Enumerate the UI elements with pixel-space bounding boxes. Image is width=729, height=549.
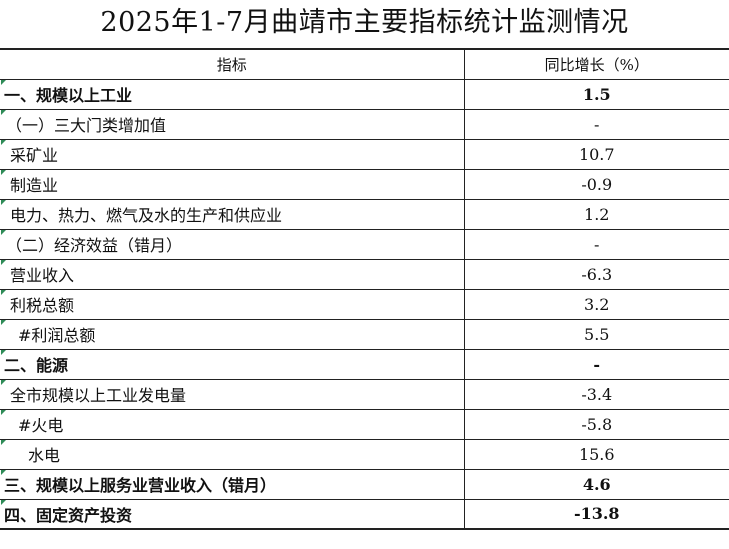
table-row: 制造业 -0.9 <box>0 168 729 200</box>
growth-value: -6.3 <box>464 258 729 290</box>
indicator-name: 一、规模以上工业 <box>0 78 465 110</box>
indicator-name: 采矿业 <box>0 138 465 170</box>
table-row: 水电 15.6 <box>0 438 729 470</box>
page-title: 2025年1-7月曲靖市主要指标统计监测情况 <box>100 7 629 38</box>
growth-value: -13.8 <box>464 498 729 530</box>
growth-value: - <box>464 348 729 380</box>
table-row: 三、规模以上服务业营业收入（错月） 4.6 <box>0 468 729 500</box>
column-header-indicator: 指标 <box>0 48 465 80</box>
growth-value: 4.6 <box>464 468 729 500</box>
indicator-name: 三、规模以上服务业营业收入（错月） <box>0 468 465 500</box>
cell-marker <box>1 110 6 115</box>
cell-marker <box>1 380 6 385</box>
cell-marker <box>1 320 6 325</box>
cell-marker <box>1 80 6 85</box>
growth-value: 1.2 <box>464 198 729 230</box>
column-header-growth: 同比增长（%） <box>464 48 729 80</box>
table-header-row: 指标 同比增长（%） <box>0 48 729 80</box>
indicator-table: 指标 同比增长（%） 一、规模以上工业 1.5 （一）三大门类增加值 - 采矿业 10.7… <box>0 48 729 530</box>
table-row: #利润总额 5.5 <box>0 318 729 350</box>
table-row: 电力、热力、燃气及水的生产和供应业 1.2 <box>0 198 729 230</box>
cell-marker <box>1 500 6 505</box>
cell-marker <box>1 140 6 145</box>
growth-value: 10.7 <box>464 138 729 170</box>
table-row: #火电 -5.8 <box>0 408 729 440</box>
cell-marker <box>1 350 6 355</box>
indicator-name: 利税总额 <box>0 288 465 320</box>
growth-value: -3.4 <box>464 378 729 410</box>
growth-value: 15.6 <box>464 438 729 470</box>
cell-marker <box>1 440 6 445</box>
indicator-name: 水电 <box>0 438 465 470</box>
growth-value: 1.5 <box>464 78 729 110</box>
table-row: 利税总额 3.2 <box>0 288 729 320</box>
cell-marker <box>1 230 6 235</box>
cell-marker <box>1 410 6 415</box>
indicator-name: （一）三大门类增加值 <box>0 108 465 140</box>
indicator-name: 制造业 <box>0 168 465 200</box>
indicator-name: 四、固定资产投资 <box>0 498 465 530</box>
indicator-name: 营业收入 <box>0 258 465 290</box>
indicator-name: 电力、热力、燃气及水的生产和供应业 <box>0 198 465 230</box>
cell-marker <box>1 260 6 265</box>
table-row: 一、规模以上工业 1.5 <box>0 78 729 110</box>
table-row: （二）经济效益（错月） - <box>0 228 729 260</box>
table-row: 全市规模以上工业发电量 -3.4 <box>0 378 729 410</box>
table-body: 一、规模以上工业 1.5 （一）三大门类增加值 - 采矿业 10.7 制造业 -0.9 电力、热… <box>0 78 729 530</box>
growth-value: -5.8 <box>464 408 729 440</box>
indicator-name: 二、能源 <box>0 348 465 380</box>
table-row: 二、能源 - <box>0 348 729 380</box>
table-row: 四、固定资产投资 -13.8 <box>0 498 729 530</box>
table-row: 采矿业 10.7 <box>0 138 729 170</box>
growth-value: - <box>464 228 729 260</box>
cell-marker <box>1 200 6 205</box>
growth-value: 3.2 <box>464 288 729 320</box>
table-row: 营业收入 -6.3 <box>0 258 729 290</box>
indicator-name: #火电 <box>0 408 465 440</box>
cell-marker <box>1 290 6 295</box>
growth-value: 5.5 <box>464 318 729 350</box>
indicator-name: （二）经济效益（错月） <box>0 228 465 260</box>
growth-value: -0.9 <box>464 168 729 200</box>
table-row: （一）三大门类增加值 - <box>0 108 729 140</box>
indicator-name: #利润总额 <box>0 318 465 350</box>
growth-value: - <box>464 108 729 140</box>
cell-marker <box>1 170 6 175</box>
indicator-name: 全市规模以上工业发电量 <box>0 378 465 410</box>
cell-marker <box>1 470 6 475</box>
